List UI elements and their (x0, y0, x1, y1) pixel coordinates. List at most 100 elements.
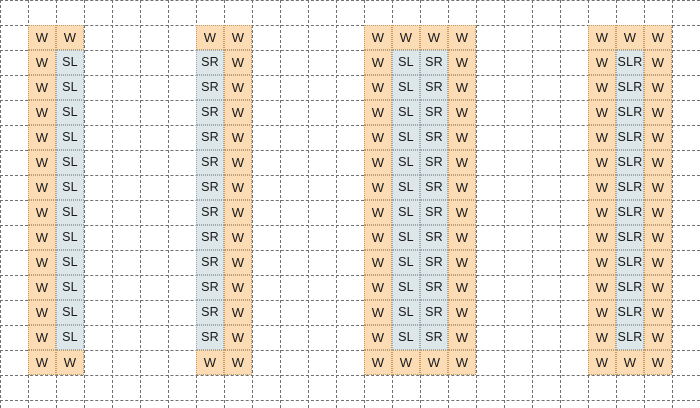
sensor-cell[interactable]: SL (56, 325, 84, 350)
wall-cell[interactable]: W (364, 350, 392, 375)
wall-cell[interactable]: W (28, 225, 56, 250)
sensor-cell[interactable]: SL (56, 175, 84, 200)
sensor-cell[interactable]: SLR (616, 50, 644, 75)
wall-cell[interactable]: W (224, 250, 252, 275)
wall-cell[interactable]: W (392, 350, 420, 375)
sensor-cell[interactable]: SLR (616, 175, 644, 200)
wall-cell[interactable]: W (224, 325, 252, 350)
sensor-cell[interactable]: SR (196, 150, 224, 175)
wall-cell[interactable]: W (224, 25, 252, 50)
wall-cell[interactable]: W (28, 200, 56, 225)
wall-cell[interactable]: W (364, 75, 392, 100)
wall-cell[interactable]: W (28, 275, 56, 300)
wall-cell[interactable]: W (28, 100, 56, 125)
sensor-cell[interactable]: SR (196, 50, 224, 75)
wall-cell[interactable]: W (588, 300, 616, 325)
sensor-cell[interactable]: SL (56, 150, 84, 175)
sensor-cell[interactable]: SLR (616, 100, 644, 125)
wall-cell[interactable]: W (28, 25, 56, 50)
sensor-cell[interactable]: SR (420, 325, 448, 350)
sensor-cell[interactable]: SL (56, 75, 84, 100)
sensor-cell[interactable]: SR (420, 200, 448, 225)
wall-cell[interactable]: W (224, 150, 252, 175)
wall-cell[interactable]: W (224, 225, 252, 250)
wall-cell[interactable]: W (392, 25, 420, 50)
sensor-cell[interactable]: SL (392, 50, 420, 75)
wall-cell[interactable]: W (196, 350, 224, 375)
wall-cell[interactable]: W (644, 300, 672, 325)
sensor-cell[interactable]: SL (56, 250, 84, 275)
wall-cell[interactable]: W (588, 350, 616, 375)
wall-cell[interactable]: W (420, 350, 448, 375)
wall-cell[interactable]: W (644, 125, 672, 150)
wall-cell[interactable]: W (224, 350, 252, 375)
sensor-cell[interactable]: SR (196, 325, 224, 350)
sensor-cell[interactable]: SLR (616, 125, 644, 150)
wall-cell[interactable]: W (364, 250, 392, 275)
wall-cell[interactable]: W (28, 50, 56, 75)
sensor-cell[interactable]: SLR (616, 200, 644, 225)
sensor-cell[interactable]: SR (196, 125, 224, 150)
wall-cell[interactable]: W (448, 150, 476, 175)
sensor-cell[interactable]: SL (392, 150, 420, 175)
wall-cell[interactable]: W (28, 150, 56, 175)
wall-cell[interactable]: W (644, 100, 672, 125)
sensor-cell[interactable]: SR (196, 175, 224, 200)
sensor-cell[interactable]: SR (420, 100, 448, 125)
sensor-cell[interactable]: SL (56, 200, 84, 225)
sensor-cell[interactable]: SR (196, 300, 224, 325)
sensor-cell[interactable]: SL (392, 325, 420, 350)
wall-cell[interactable]: W (448, 275, 476, 300)
wall-cell[interactable]: W (588, 325, 616, 350)
wall-cell[interactable]: W (588, 225, 616, 250)
sensor-cell[interactable]: SR (196, 250, 224, 275)
wall-cell[interactable]: W (644, 25, 672, 50)
sensor-cell[interactable]: SL (56, 100, 84, 125)
wall-cell[interactable]: W (448, 50, 476, 75)
sensor-cell[interactable]: SL (392, 75, 420, 100)
wall-cell[interactable]: W (644, 175, 672, 200)
sensor-cell[interactable]: SR (420, 225, 448, 250)
wall-cell[interactable]: W (448, 75, 476, 100)
wall-cell[interactable]: W (448, 25, 476, 50)
wall-cell[interactable]: W (644, 150, 672, 175)
sensor-cell[interactable]: SL (392, 225, 420, 250)
sensor-cell[interactable]: SL (392, 275, 420, 300)
sensor-cell[interactable]: SLR (616, 300, 644, 325)
sensor-cell[interactable]: SR (196, 200, 224, 225)
wall-cell[interactable]: W (224, 200, 252, 225)
wall-cell[interactable]: W (364, 125, 392, 150)
wall-cell[interactable]: W (588, 150, 616, 175)
sensor-cell[interactable]: SL (56, 50, 84, 75)
wall-cell[interactable]: W (364, 50, 392, 75)
wall-cell[interactable]: W (644, 75, 672, 100)
wall-cell[interactable]: W (588, 75, 616, 100)
wall-cell[interactable]: W (644, 325, 672, 350)
wall-cell[interactable]: W (364, 175, 392, 200)
sensor-cell[interactable]: SR (420, 175, 448, 200)
sensor-cell[interactable]: SLR (616, 275, 644, 300)
wall-cell[interactable]: W (448, 200, 476, 225)
wall-cell[interactable]: W (588, 250, 616, 275)
sensor-cell[interactable]: SL (392, 300, 420, 325)
sensor-cell[interactable]: SL (56, 225, 84, 250)
wall-cell[interactable]: W (644, 350, 672, 375)
wall-cell[interactable]: W (224, 125, 252, 150)
wall-cell[interactable]: W (364, 225, 392, 250)
sensor-cell[interactable]: SL (392, 175, 420, 200)
wall-cell[interactable]: W (644, 275, 672, 300)
wall-cell[interactable]: W (364, 100, 392, 125)
wall-cell[interactable]: W (588, 25, 616, 50)
sensor-cell[interactable]: SR (196, 100, 224, 125)
wall-cell[interactable]: W (28, 75, 56, 100)
wall-cell[interactable]: W (616, 350, 644, 375)
sensor-cell[interactable]: SLR (616, 325, 644, 350)
wall-cell[interactable]: W (196, 25, 224, 50)
sensor-cell[interactable]: SL (56, 275, 84, 300)
wall-cell[interactable]: W (224, 300, 252, 325)
sensor-cell[interactable]: SL (56, 125, 84, 150)
sensor-cell[interactable]: SL (392, 100, 420, 125)
wall-cell[interactable]: W (448, 300, 476, 325)
wall-cell[interactable]: W (448, 325, 476, 350)
wall-cell[interactable]: W (448, 350, 476, 375)
